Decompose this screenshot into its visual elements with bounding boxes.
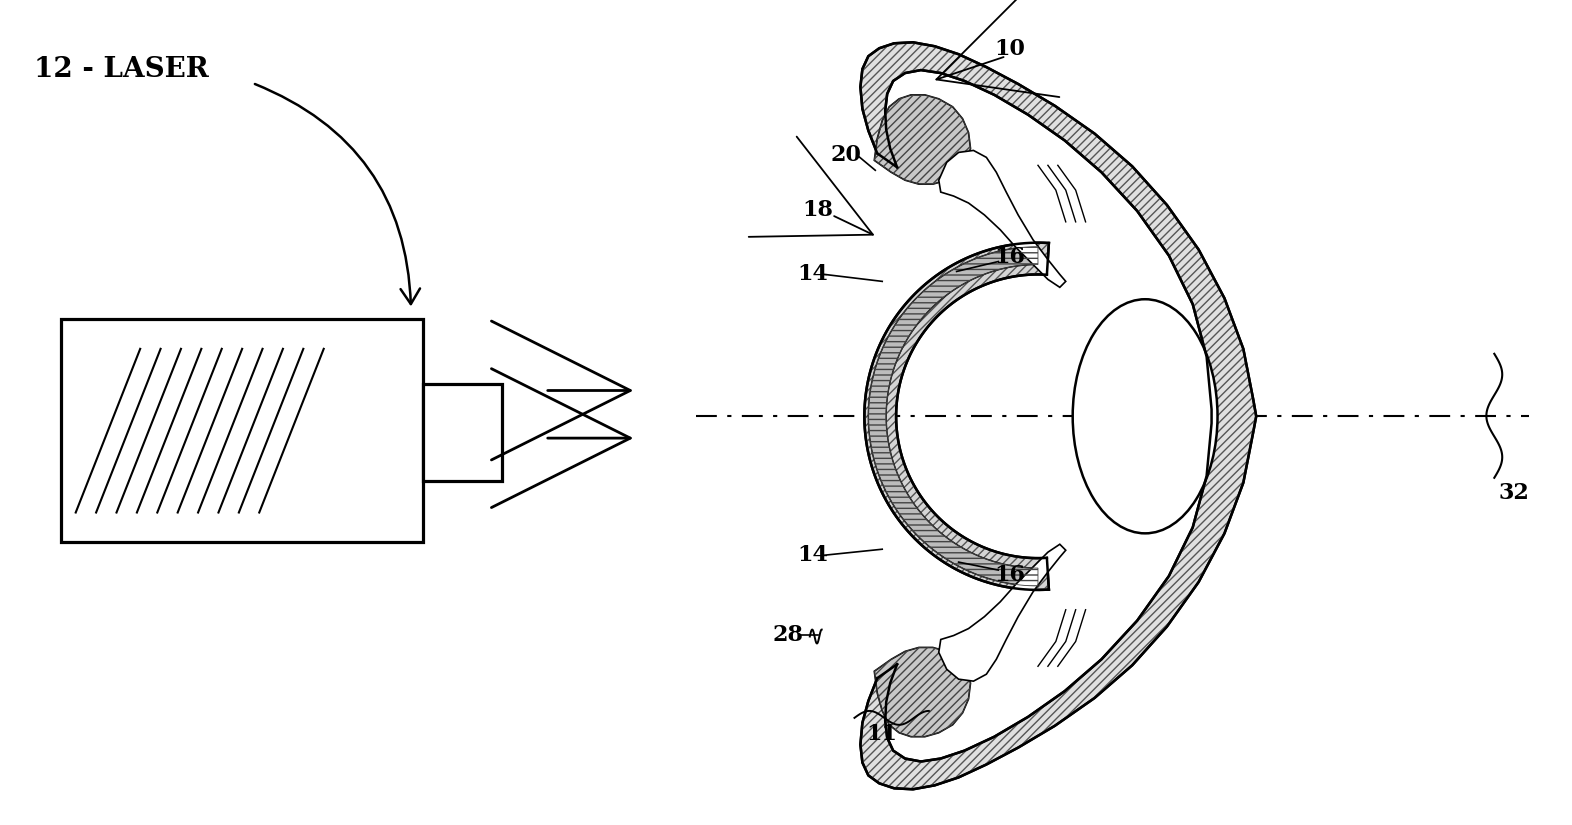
Text: 18: 18 xyxy=(802,199,833,221)
Bar xyxy=(423,384,503,481)
Text: 14: 14 xyxy=(797,544,828,566)
Polygon shape xyxy=(860,42,1256,790)
Text: 32: 32 xyxy=(1498,482,1530,504)
FancyArrowPatch shape xyxy=(255,84,420,304)
Polygon shape xyxy=(938,150,1066,287)
Polygon shape xyxy=(865,243,1049,590)
Text: 12 - LASER: 12 - LASER xyxy=(35,55,209,82)
Text: 16: 16 xyxy=(995,246,1025,267)
Polygon shape xyxy=(868,247,1038,586)
Text: 14: 14 xyxy=(797,263,828,285)
Text: 11: 11 xyxy=(866,723,898,745)
Text: 20: 20 xyxy=(830,144,861,167)
Text: 28: 28 xyxy=(772,624,803,645)
Bar xyxy=(61,319,423,542)
Ellipse shape xyxy=(1072,299,1218,533)
Polygon shape xyxy=(874,95,970,184)
Polygon shape xyxy=(874,648,970,737)
Text: 16: 16 xyxy=(995,564,1025,586)
Text: 10: 10 xyxy=(995,38,1025,60)
Polygon shape xyxy=(938,544,1066,681)
